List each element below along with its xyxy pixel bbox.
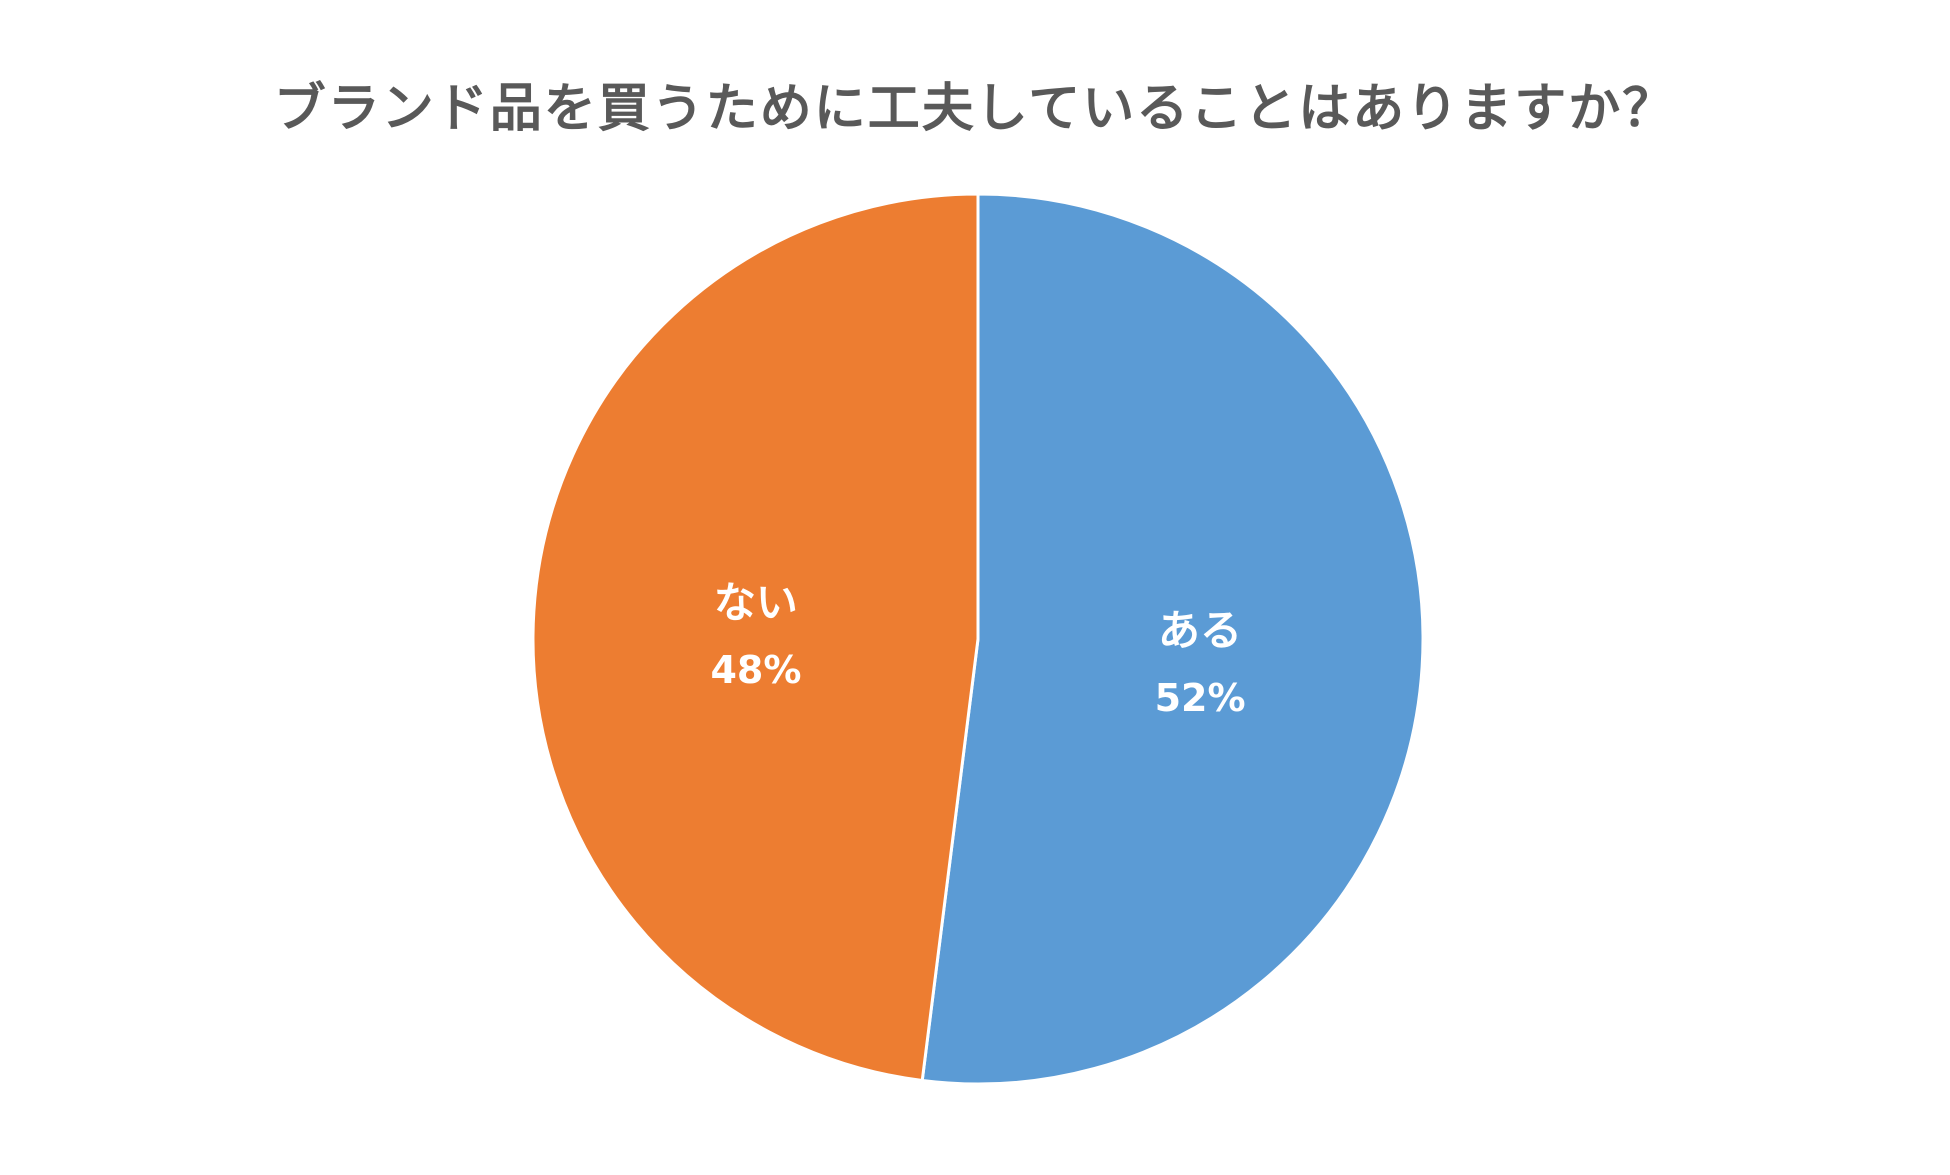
slice-value-1: 48%: [710, 648, 801, 692]
slice-value-0: 52%: [1155, 676, 1246, 720]
pie-labels: ある 52% ない 48%: [710, 578, 1245, 720]
chart-title: ブランド品を買うために工夫していることはありますか？: [273, 79, 1677, 139]
slice-label-1: ない: [714, 578, 798, 627]
slice-label-0: ある: [1158, 606, 1242, 655]
pie-slices: [531, 192, 1425, 1086]
pie-slice-0: [920, 192, 1425, 1086]
pie-slice-1: [531, 192, 980, 1082]
